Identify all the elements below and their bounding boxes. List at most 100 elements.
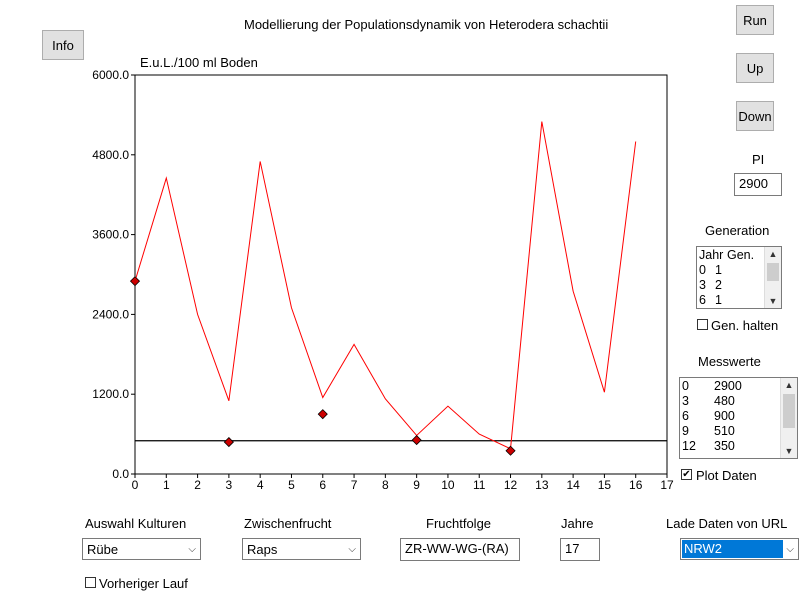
x-tick-label: 17	[660, 478, 674, 492]
list-item-cell: 0	[699, 263, 706, 277]
scroll-thumb[interactable]	[783, 394, 795, 428]
x-tick-label: 1	[163, 478, 170, 492]
scroll-up-icon[interactable]: ▲	[784, 380, 794, 390]
list-item-cell: 3	[682, 394, 689, 408]
list-item[interactable]: 12 350	[682, 439, 764, 454]
measured-point	[317, 409, 328, 420]
list-item[interactable]: 9 510	[682, 424, 764, 439]
generation-list[interactable]: Jahr Gen. 0 1 3 2 6 1 ▲ ▼	[696, 246, 782, 309]
plot-frame	[134, 74, 668, 475]
plot-data-checkbox[interactable]: ✔	[681, 469, 692, 480]
scroll-up-icon[interactable]: ▲	[768, 249, 778, 259]
list-item-cell: 1	[715, 263, 722, 277]
measured-point	[411, 435, 422, 446]
kulturen-select[interactable]: Rübe ⌵	[82, 538, 201, 560]
fruchtfolge-label: Fruchtfolge	[426, 516, 492, 531]
list-item-cell: 2	[715, 278, 722, 292]
x-tick-label: 8	[382, 478, 389, 492]
measured-point	[505, 445, 516, 456]
y-tick-label: 6000.0	[92, 68, 129, 82]
chevron-down-icon: ⌵	[348, 543, 356, 555]
info-button[interactable]: Info	[42, 30, 84, 60]
list-item-cell: 9	[682, 424, 689, 438]
plot-data-label: Plot Daten	[696, 468, 757, 483]
fruchtfolge-input[interactable]: ZR-WW-WG-(RA)	[400, 538, 520, 561]
x-tick-label: 10	[441, 478, 455, 492]
series-line	[134, 121, 637, 450]
y-tick-label: 0.0	[112, 467, 129, 481]
messwerte-list[interactable]: 0 2900 3 480 6 900 9 510 12 350 ▲ ▼	[679, 377, 798, 459]
measured-point	[129, 276, 141, 287]
scroll-thumb[interactable]	[767, 263, 779, 281]
url-label: Lade Daten von URL	[666, 516, 788, 531]
url-select[interactable]: NRW2 ⌵	[680, 538, 799, 560]
y-tick-label: 3600.0	[92, 228, 129, 242]
kulturen-value: Rübe	[87, 541, 119, 557]
x-tick-label: 15	[598, 478, 612, 492]
jahre-input[interactable]: 17	[560, 538, 600, 561]
up-button[interactable]: Up	[736, 53, 774, 83]
jahre-label: Jahre	[561, 516, 594, 531]
page-title: Modellierung der Populationsdynamik von …	[244, 17, 609, 32]
list-item-cell: 12	[682, 439, 696, 453]
list-item-cell: 480	[714, 394, 735, 408]
run-button[interactable]: Run	[736, 5, 774, 35]
list-header-cell: Jahr	[699, 248, 724, 262]
url-value: NRW2	[680, 539, 785, 559]
x-tick-label: 7	[351, 478, 358, 492]
list-header-cell: Gen.	[727, 248, 755, 262]
chart-ylabel: E.u.L./100 ml Boden	[140, 55, 258, 70]
list-item-cell: 6	[682, 409, 689, 423]
pi-label: PI	[752, 152, 765, 167]
zwischenfrucht-label: Zwischenfrucht	[244, 516, 332, 531]
generation-scrollbar[interactable]: ▲ ▼	[764, 247, 781, 308]
x-tick-label: 0	[132, 478, 139, 492]
list-item-cell: 1	[715, 293, 722, 307]
messwerte-label: Messwerte	[698, 354, 761, 369]
scroll-down-icon[interactable]: ▼	[768, 296, 778, 306]
list-item-cell: 6	[699, 293, 706, 307]
list-item[interactable]: 0 2900	[682, 379, 764, 394]
x-tick-label: 14	[566, 478, 580, 492]
list-item-cell: 350	[714, 439, 735, 453]
measured-point	[223, 437, 234, 448]
list-item-cell: 510	[714, 424, 735, 438]
x-tick-label: 3	[226, 478, 233, 492]
list-item-cell: 0	[682, 379, 689, 393]
x-tick-label: 2	[194, 478, 201, 492]
list-header[interactable]: Jahr Gen.	[699, 248, 763, 263]
list-item-cell: 900	[714, 409, 735, 423]
x-tick-label: 4	[257, 478, 264, 492]
list-item[interactable]: 6 900	[682, 409, 764, 424]
vorheriger-lauf-checkbox[interactable]	[85, 577, 96, 588]
population-chart: E.u.L./100 ml Boden 0.0 1200.0 2400.0 3600.…	[92, 55, 674, 492]
x-tick-label: 5	[288, 478, 295, 492]
x-tick-label: 9	[413, 478, 420, 492]
zwischenfrucht-select[interactable]: Raps ⌵	[242, 538, 361, 560]
y-tick-label: 4800.0	[92, 148, 129, 162]
generation-label: Generation	[705, 223, 770, 238]
list-item-cell: 2900	[714, 379, 742, 393]
chevron-down-icon: ⌵	[786, 543, 794, 555]
kulturen-label: Auswahl Kulturen	[85, 516, 187, 531]
list-item[interactable]: 3 480	[682, 394, 764, 409]
messwerte-scrollbar[interactable]: ▲ ▼	[780, 378, 797, 458]
scroll-down-icon[interactable]: ▼	[784, 446, 794, 456]
down-button[interactable]: Down	[736, 101, 774, 131]
y-tick-label: 1200.0	[92, 387, 129, 401]
pi-input[interactable]: 2900	[734, 173, 782, 196]
x-tick-label: 11	[473, 478, 486, 492]
chevron-down-icon: ⌵	[188, 543, 196, 555]
gen-hold-checkbox[interactable]	[697, 319, 708, 330]
vorheriger-lauf-label: Vorheriger Lauf	[99, 576, 188, 591]
x-tick-label: 6	[319, 478, 326, 492]
x-tick-label: 12	[504, 478, 518, 492]
zwischenfrucht-value: Raps	[247, 541, 278, 557]
x-tick-label: 13	[535, 478, 549, 492]
list-item-cell: 3	[699, 278, 706, 292]
x-tick-label: 16	[629, 478, 643, 492]
y-tick-label: 2400.0	[92, 307, 129, 321]
